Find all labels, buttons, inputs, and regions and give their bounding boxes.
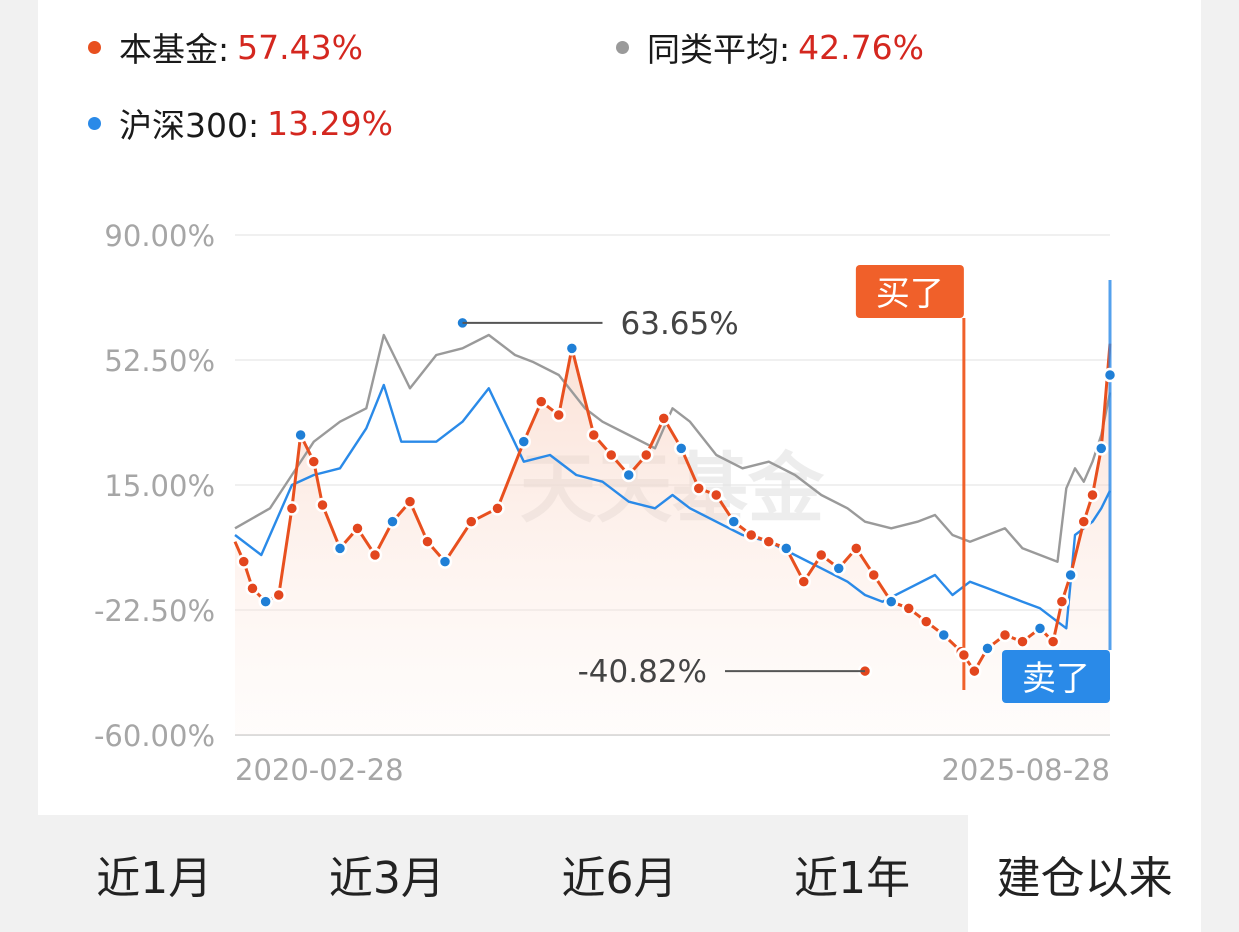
buy-marker-badge[interactable] bbox=[855, 265, 964, 318]
fund-point bbox=[236, 554, 251, 569]
fund-point bbox=[367, 547, 383, 563]
tab-1-year[interactable]: 近1年 bbox=[735, 815, 969, 932]
fund-point bbox=[1045, 634, 1061, 649]
fund-point bbox=[315, 497, 330, 513]
legend-label-fund: 本基金: bbox=[119, 30, 230, 69]
fund-point bbox=[919, 614, 934, 629]
series-line-peer-average bbox=[234, 333, 1112, 563]
legend-value-hs300: 13.29% bbox=[267, 103, 393, 143]
sell-marker-label: 卖了 bbox=[1022, 659, 1090, 699]
fund-point bbox=[1063, 567, 1078, 583]
fund-point bbox=[866, 567, 881, 583]
x-tick-label-end: 2025-08-28 bbox=[941, 753, 1110, 787]
y-tick-label: 90.00% bbox=[104, 219, 215, 253]
fund-point bbox=[1085, 487, 1100, 503]
fund-point bbox=[385, 514, 400, 529]
fund-point bbox=[564, 341, 580, 356]
fund-point bbox=[464, 514, 479, 529]
fund-point bbox=[245, 581, 260, 596]
fund-point bbox=[691, 481, 706, 496]
fund-point bbox=[744, 527, 759, 543]
fund-point bbox=[306, 454, 321, 469]
fund-point bbox=[656, 411, 671, 426]
fund-area bbox=[235, 343, 1110, 735]
legend-dot-hs300 bbox=[88, 116, 101, 130]
legend-label-peer-average: 同类平均: bbox=[647, 30, 791, 69]
buy-marker-label: 买了 bbox=[876, 274, 944, 314]
fund-point bbox=[1076, 514, 1091, 529]
fund-point bbox=[967, 663, 982, 679]
tab-1-month[interactable]: 近1月 bbox=[38, 815, 271, 932]
fund-point bbox=[1032, 621, 1048, 636]
fund-point bbox=[551, 407, 566, 423]
y-tick-label: -60.00% bbox=[94, 719, 215, 753]
y-tick-label: -22.50% bbox=[94, 594, 215, 628]
fund-point bbox=[258, 594, 273, 609]
fund-point bbox=[709, 487, 724, 503]
annotation-label: 63.65% bbox=[621, 306, 739, 342]
legend-value-peer-average: 42.76% bbox=[798, 27, 924, 67]
sell-marker-badge[interactable] bbox=[1002, 650, 1110, 703]
fund-point bbox=[761, 534, 776, 549]
legend-value-fund: 57.43% bbox=[237, 27, 363, 67]
fund-point bbox=[831, 561, 846, 576]
fund-point bbox=[1094, 441, 1109, 456]
fund-point bbox=[534, 394, 549, 409]
tab-3-months[interactable]: 近3月 bbox=[270, 815, 504, 932]
x-tick-label-start: 2020-02-28 bbox=[235, 753, 404, 787]
fund-point bbox=[284, 501, 300, 516]
fund-point bbox=[849, 541, 864, 556]
fund-point bbox=[796, 574, 811, 589]
fund-point bbox=[814, 547, 829, 563]
fund-point bbox=[420, 534, 435, 549]
legend-dot-peer-average bbox=[616, 40, 629, 54]
fund-point bbox=[332, 541, 348, 556]
fund-point bbox=[586, 427, 601, 443]
period-tabs: 近1月 近3月 近6月 近1年 建仓以来 bbox=[38, 815, 1201, 932]
fund-point bbox=[516, 434, 531, 449]
fund-point bbox=[674, 441, 689, 456]
return-chart[interactable]: 90.00%52.50%15.00%-22.50%-60.00%天天基金63.6… bbox=[0, 0, 1239, 815]
fund-point bbox=[980, 641, 995, 656]
fund-point bbox=[350, 521, 365, 536]
legend-label-hs300: 沪深300: bbox=[119, 106, 260, 145]
tab-since-inception[interactable]: 建仓以来 bbox=[968, 815, 1201, 932]
fund-point bbox=[402, 494, 418, 509]
legend-item-peer-average: 同类平均: 42.76% bbox=[616, 22, 924, 72]
tab-6-months[interactable]: 近6月 bbox=[503, 815, 736, 932]
fund-point bbox=[936, 627, 951, 643]
fund-point bbox=[884, 594, 899, 609]
legend-item-fund: 本基金: 57.43% bbox=[88, 22, 363, 72]
fund-point bbox=[1054, 594, 1070, 609]
y-tick-label: 15.00% bbox=[104, 469, 215, 503]
fund-point bbox=[901, 601, 916, 616]
fund-point bbox=[997, 627, 1013, 643]
fund-point bbox=[1015, 634, 1030, 649]
fund-point bbox=[621, 467, 636, 483]
sell-marker-point bbox=[1102, 367, 1118, 383]
fund-point bbox=[293, 427, 308, 443]
annotation-label: -40.82% bbox=[578, 654, 707, 690]
fund-point bbox=[639, 447, 654, 463]
fund-point bbox=[490, 501, 505, 516]
legend-dot-fund bbox=[88, 40, 101, 54]
legend-item-hs300: 沪深300: 13.29% bbox=[88, 98, 393, 148]
y-tick-label: 52.50% bbox=[104, 344, 215, 378]
fund-point bbox=[271, 587, 286, 603]
fund-point bbox=[604, 447, 619, 463]
fund-point bbox=[726, 514, 741, 529]
fund-point bbox=[779, 541, 794, 556]
buy-marker-point bbox=[956, 647, 972, 663]
fund-point bbox=[437, 554, 453, 569]
